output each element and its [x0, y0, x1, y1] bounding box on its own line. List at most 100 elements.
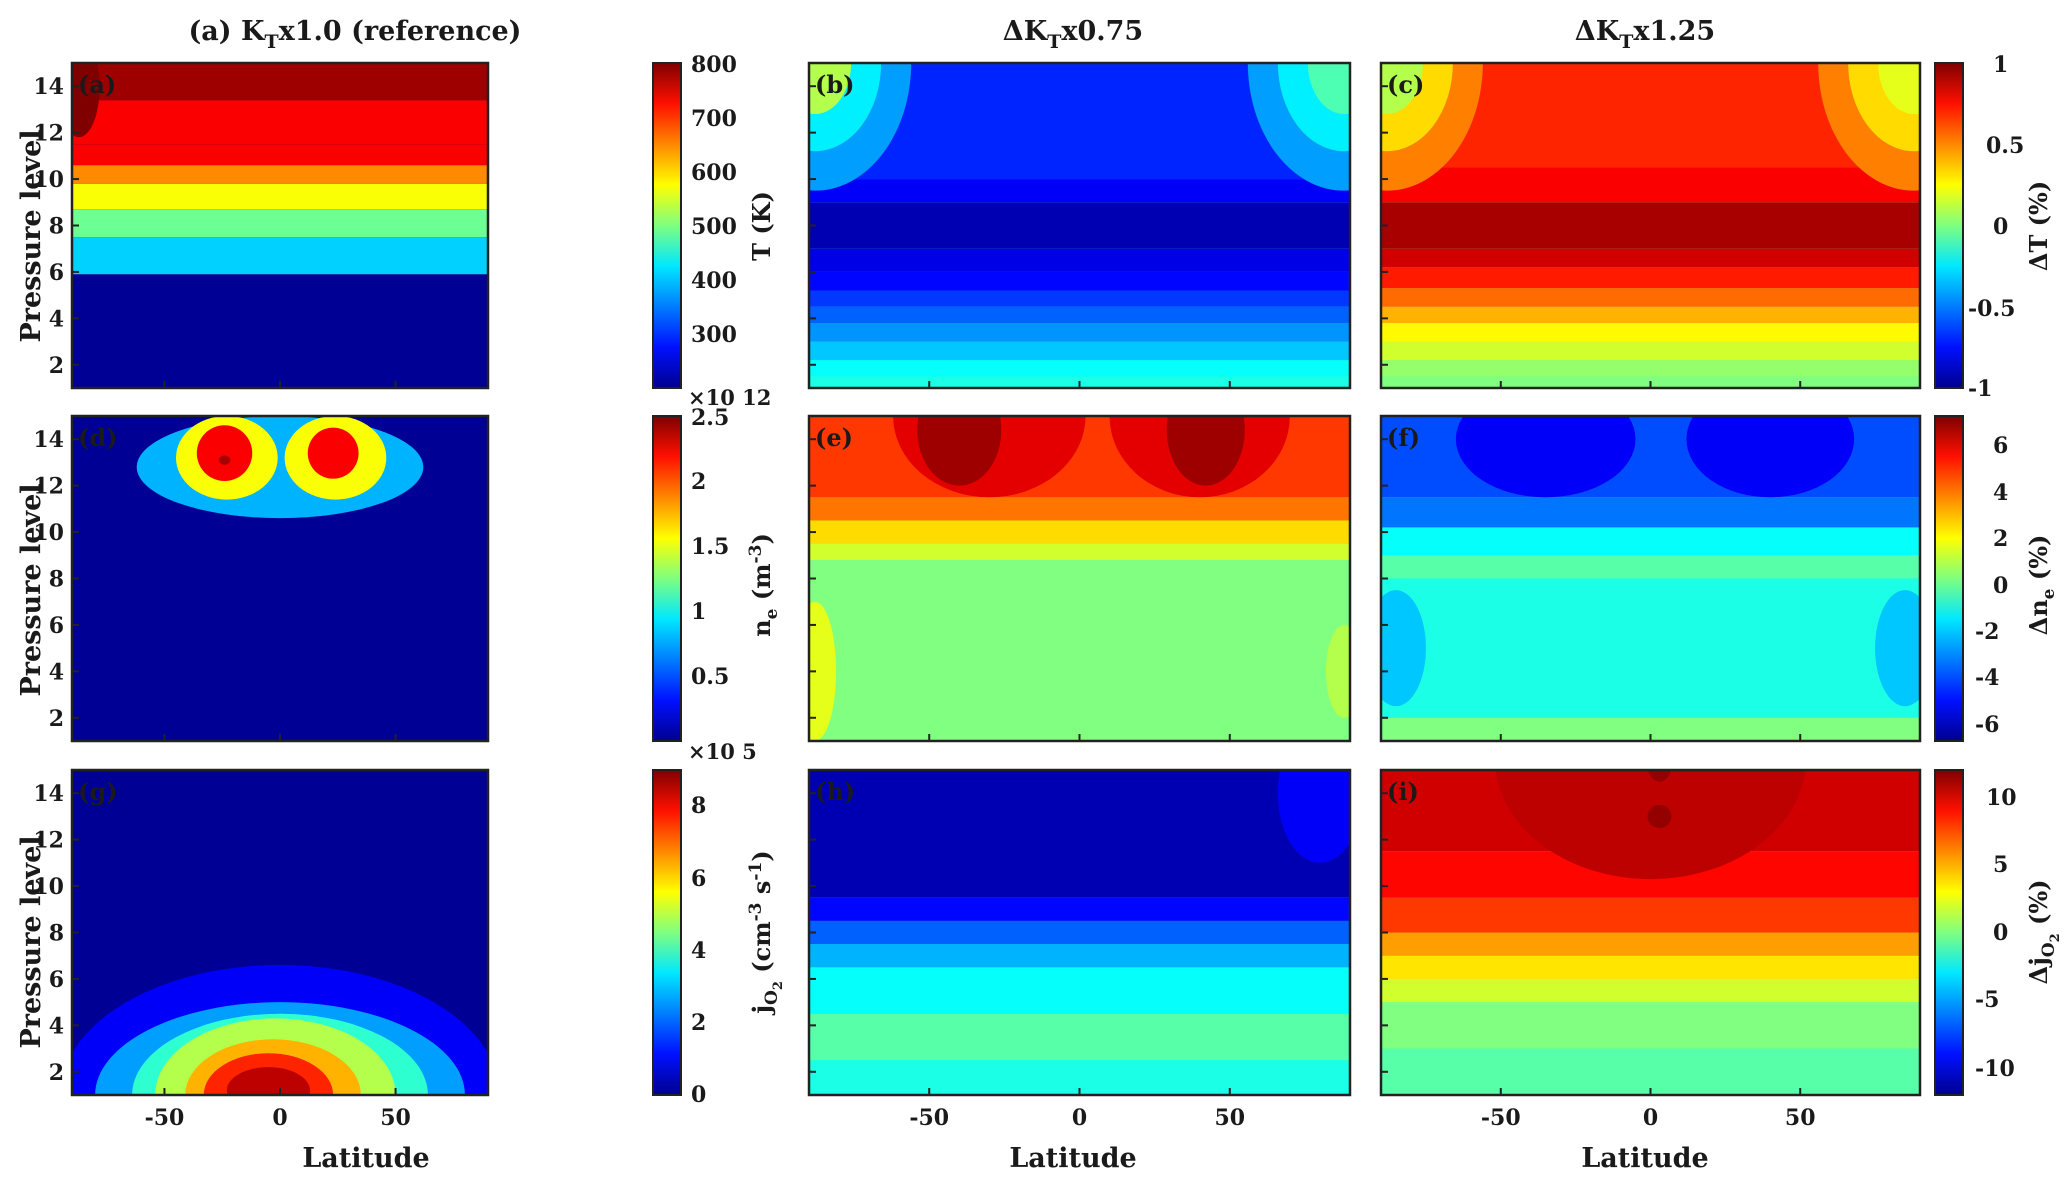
- colorbar-temperature-tick: 300: [691, 322, 737, 348]
- panel-i-contour-band-3: [1381, 955, 1920, 979]
- colorbar-delta-jo2-tick: -10: [1975, 1056, 2015, 1082]
- column-title-kt-075: ΔKTx0.75: [1003, 16, 1143, 53]
- colorbar-electron-density-multiplier: ×10 12: [688, 385, 771, 410]
- colorbar-electron-density-tick: 1.5: [691, 534, 729, 560]
- panel-b-contour-band-8: [809, 202, 1350, 249]
- panel-f-contour-band-2: [1381, 555, 1920, 579]
- y-tick-label: 10: [33, 167, 64, 193]
- x-axis-label-col-1: Latitude: [302, 1143, 429, 1174]
- panel-c-label: (c): [1387, 70, 1424, 99]
- panel-c-contour-band-8: [1381, 202, 1920, 249]
- panel-a-contour-band-3: [72, 183, 488, 210]
- panel-f-contour-feature-3: [1875, 590, 1920, 707]
- colorbar-electron-density-tick: 0.5: [691, 664, 729, 690]
- colorbar-temperature-tick: 800: [691, 52, 737, 78]
- panel-d-contour-feature-5: [218, 455, 231, 465]
- x-tick-label: 50: [380, 1105, 411, 1131]
- colorbar-temperature: 300 400 500 600 700 800 T (K): [652, 52, 776, 389]
- panel-c-contour-feature-2: [1381, 63, 1423, 115]
- panel-e-contour-band-1: [809, 543, 1350, 560]
- panel-f-label: (f): [1387, 423, 1420, 452]
- x-axis-label-col-2: Latitude: [1009, 1143, 1136, 1174]
- x-tick-label: -50: [145, 1105, 185, 1131]
- panel-d: (d) 2 4 6 8 10 12 14: [33, 414, 490, 743]
- panel-e-contour-feature-2: [917, 416, 1002, 486]
- colorbar-delta-t-tick: 1: [1993, 52, 2008, 78]
- panel-b-contour-band-1: [809, 360, 1350, 377]
- panel-a: (a) 2 4 6 8 10 12 14: [33, 61, 490, 390]
- colorbar-delta-ne: -6 -4 -2 0 2 4 6 Δne (%): [1934, 415, 2059, 742]
- y-tick-label: 14: [33, 781, 64, 807]
- colorbar-delta-ne-tick: -6: [1975, 712, 1999, 738]
- panel-b-contour-feature-2: [809, 63, 852, 115]
- colorbar-electron-density: ×10 12 0.5 1 1.5 2 2.5 ne (m-3): [652, 385, 782, 742]
- panel-b-contour-band-6: [809, 271, 1350, 291]
- x-tick-label: -50: [1481, 1105, 1521, 1131]
- colorbar-temperature-tick: 500: [691, 214, 737, 240]
- colorbar-delta-ne-bar: [1934, 415, 1964, 742]
- panel-a-contour-band-2: [72, 209, 488, 238]
- x-axis-label-col-3: Latitude: [1581, 1143, 1708, 1174]
- panel-b-contour-band-7: [809, 248, 1350, 272]
- panel-a-contour-band-4: [72, 165, 488, 184]
- panel-h-label: (h): [815, 777, 855, 806]
- y-tick-label: 4: [49, 1013, 64, 1039]
- panel-c-contour-band-4: [1381, 306, 1920, 323]
- y-tick-label: 10: [33, 520, 64, 546]
- panel-g: (g) 2 4 6 8 10 12 14 -50 0 50: [33, 768, 490, 1131]
- y-tick-label: 10: [33, 874, 64, 900]
- panel-b-contour-band-5: [809, 290, 1350, 307]
- panel-i-contour-feature-1: [1647, 804, 1672, 829]
- panel-c-contour-feature-5: [1878, 63, 1920, 115]
- panel-e: (e): [807, 414, 1352, 743]
- colorbar-delta-t-tick: 0.5: [1986, 133, 2024, 159]
- y-tick-label: 6: [49, 260, 64, 286]
- panel-c-contour-band-6: [1381, 267, 1920, 289]
- colorbar-delta-ne-tick: 2: [1993, 526, 2008, 552]
- colorbar-jo2-tick: 8: [691, 793, 706, 819]
- panel-h-contour-band-4: [809, 920, 1350, 945]
- panel-f-contour-feature-0: [1455, 416, 1636, 498]
- y-tick-label: 4: [49, 306, 64, 332]
- panel-a-contour-band-7: [72, 63, 488, 101]
- y-tick-label: 8: [49, 214, 64, 240]
- column-title-reference: (a) KTx1.0 (reference): [189, 16, 522, 53]
- colorbar-temperature-label: T (K): [747, 191, 776, 261]
- panel-h-contour-band-3: [809, 944, 1350, 968]
- panel-i-field: [1381, 770, 1920, 1095]
- x-tick-label: -50: [909, 1105, 949, 1131]
- panel-e-contour-feature-5: [1325, 624, 1350, 718]
- panel-h-contour-feature-0: [1277, 770, 1350, 863]
- panel-b-contour-feature-5: [1307, 63, 1350, 115]
- x-tick-label: 0: [1072, 1105, 1087, 1131]
- column-title-kt-125: ΔKTx1.25: [1575, 16, 1715, 53]
- y-tick-label: 12: [33, 474, 64, 500]
- panel-i-contour-band-4: [1381, 932, 1920, 956]
- colorbar-delta-jo2-label: ΔjO2 (%): [2024, 879, 2063, 984]
- panel-h-contour-band-2: [809, 967, 1350, 1014]
- panel-e-field: [809, 416, 1350, 741]
- panel-e-contour-feature-3: [1166, 416, 1245, 486]
- colorbar-delta-ne-tick: 0: [1993, 573, 2008, 599]
- panel-i: (i) -50 0 50: [1379, 768, 1922, 1131]
- panel-a-label: (a): [78, 70, 116, 99]
- panel-e-contour-feature-4: [809, 601, 837, 741]
- panel-g-field: [72, 770, 488, 1095]
- colorbar-delta-jo2-bar: [1934, 769, 1964, 1096]
- panel-c: (c): [1379, 61, 1922, 390]
- y-tick-label: 12: [33, 121, 64, 147]
- panel-c-contour-band-7: [1381, 248, 1920, 268]
- panel-i-contour-band-0: [1381, 1048, 1920, 1095]
- y-tick-label: 4: [49, 659, 64, 685]
- panel-f-contour-band-0: [1381, 717, 1920, 741]
- panel-c-contour-band-3: [1381, 323, 1920, 342]
- panel-h-contour-band-1: [809, 1013, 1350, 1061]
- y-tick-label: 14: [33, 74, 64, 100]
- colorbar-delta-jo2: -10 -5 0 5 10 ΔjO2 (%): [1934, 769, 2063, 1096]
- panel-c-contour-band-1: [1381, 360, 1920, 377]
- colorbar-temperature-bar: [652, 62, 682, 389]
- x-tick-label: 0: [1643, 1105, 1658, 1131]
- panel-i-contour-band-5: [1381, 897, 1920, 933]
